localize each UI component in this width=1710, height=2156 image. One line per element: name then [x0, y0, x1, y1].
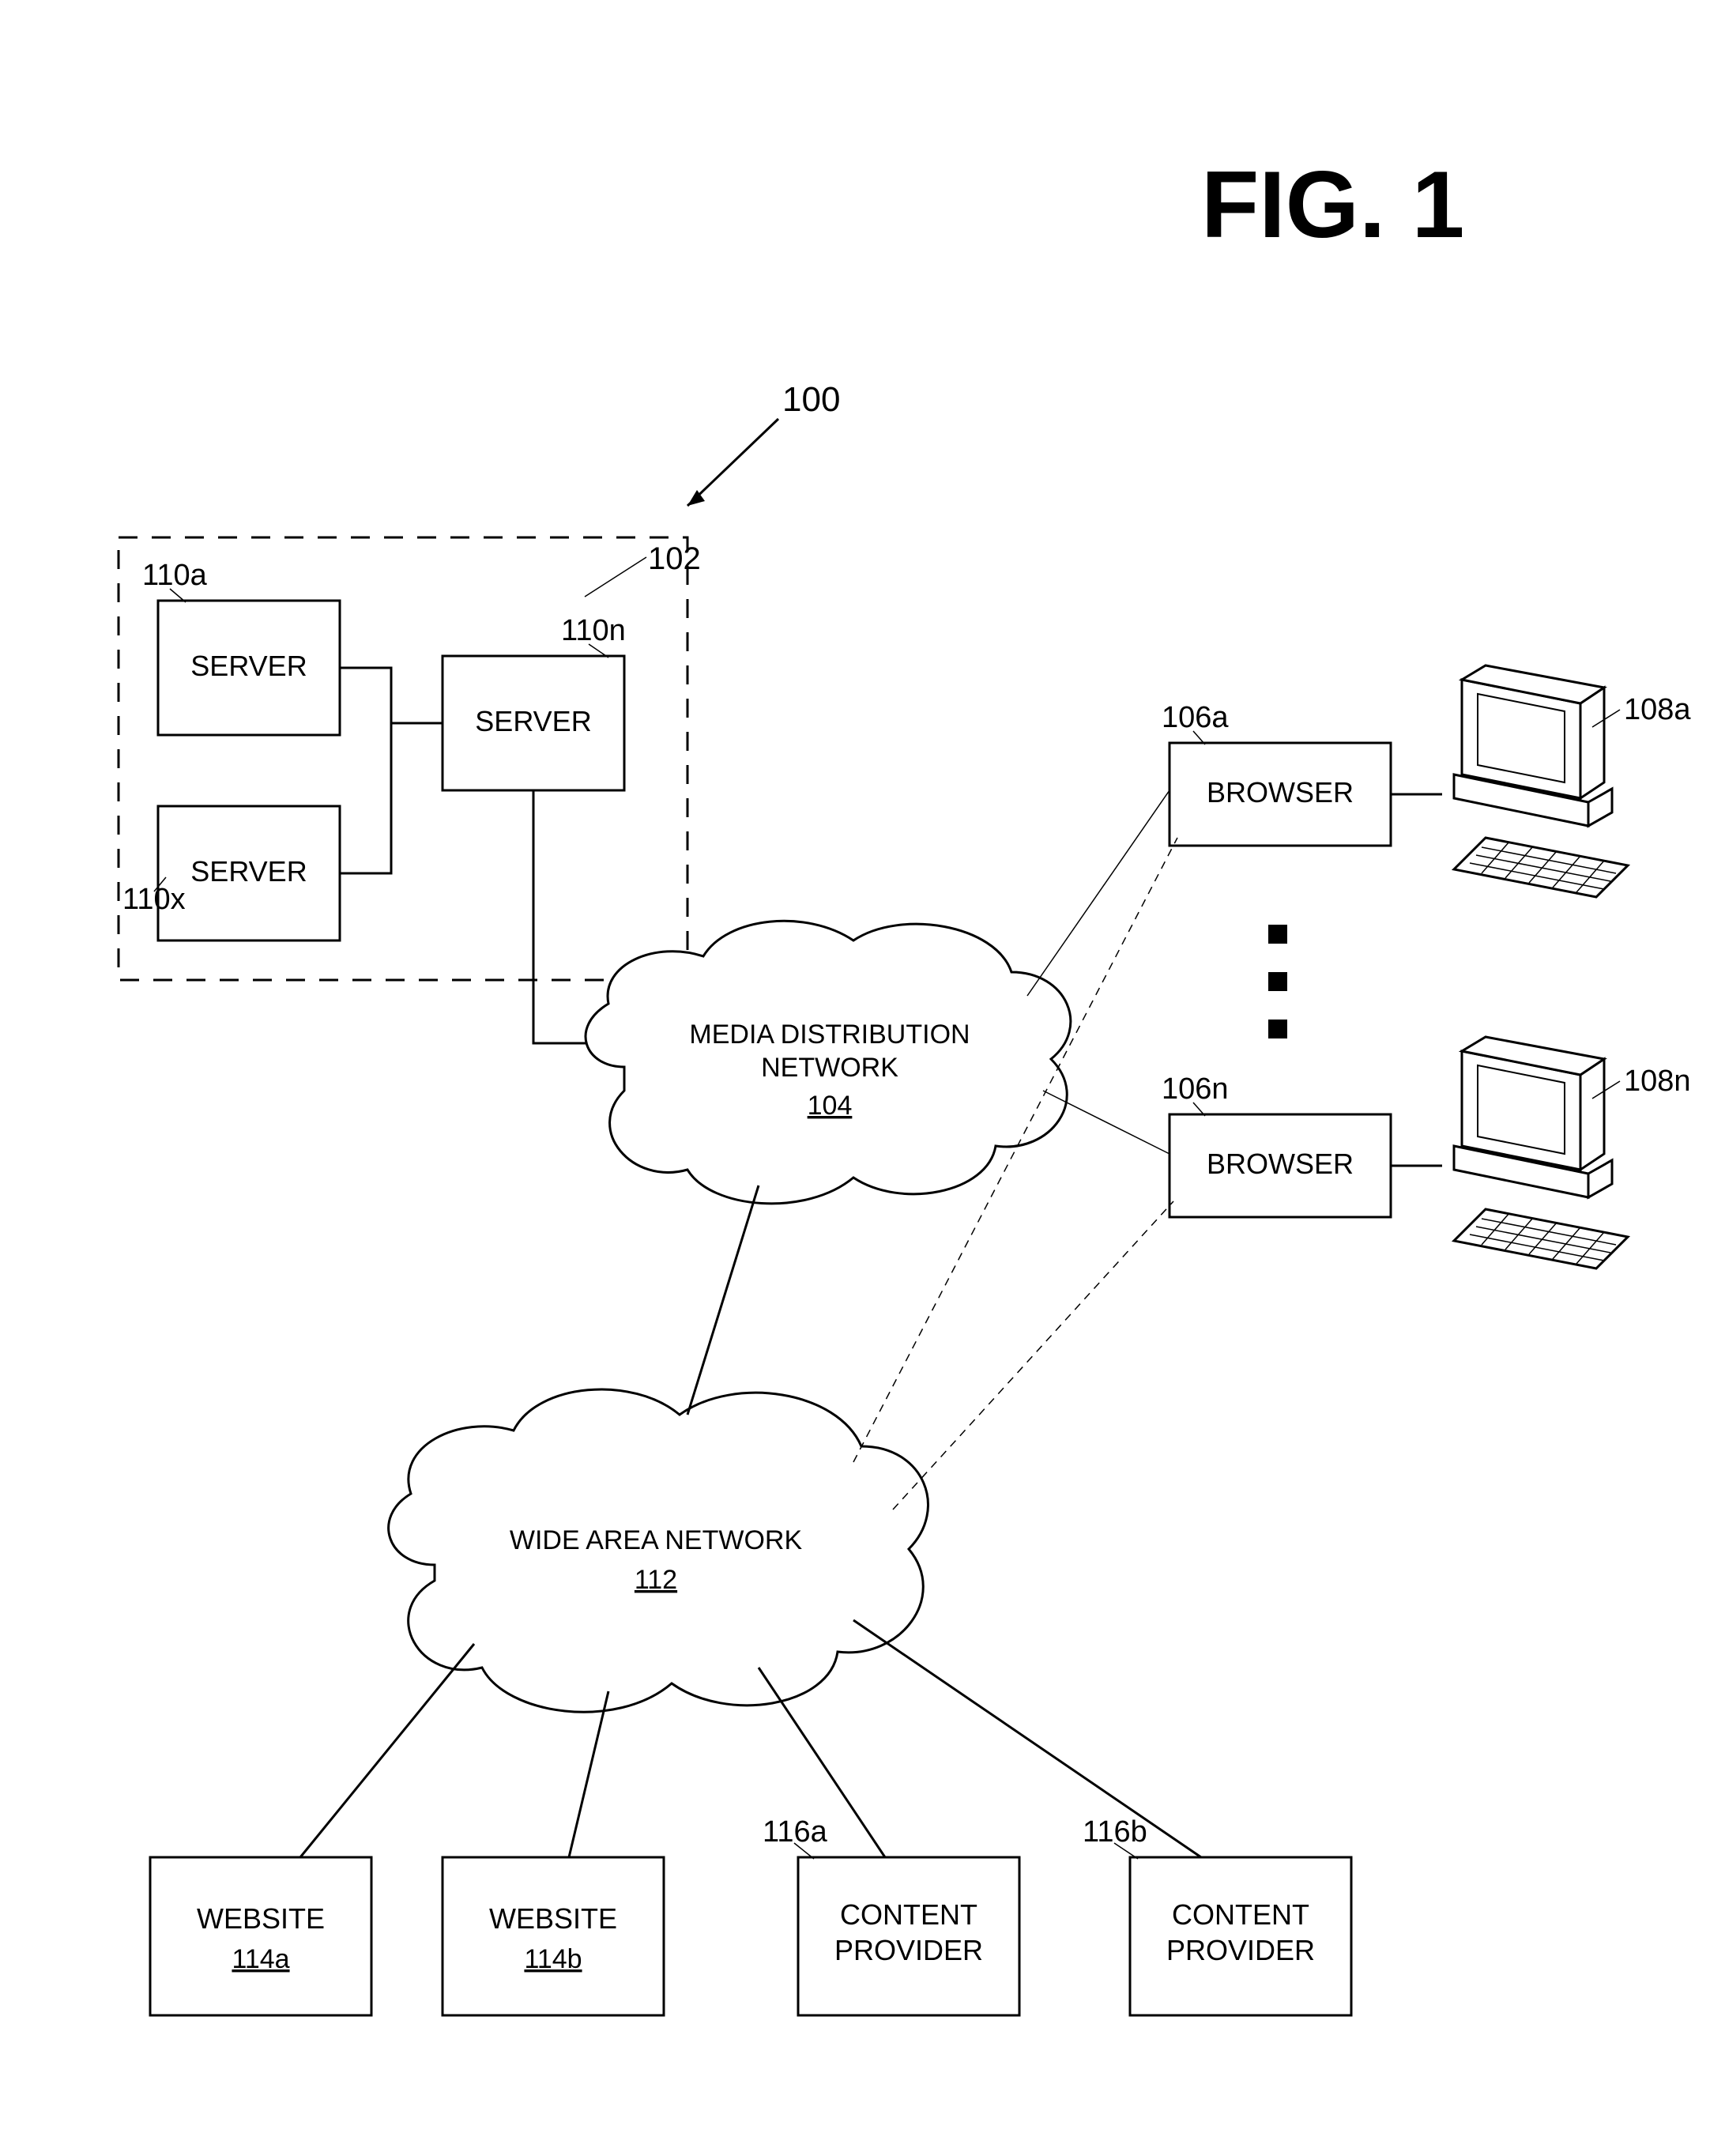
- edge-wan-browser1: [893, 1201, 1173, 1510]
- pc-icon-0: [1454, 665, 1628, 897]
- server-label-2: SERVER: [190, 855, 307, 888]
- server-ref-0: 110a: [142, 559, 208, 592]
- server-group-ref-leader: [585, 557, 646, 597]
- server-edge-a-n: [340, 668, 443, 723]
- cp-line2-1: PROVIDER: [1166, 1934, 1315, 1966]
- browser-label-1: BROWSER: [1207, 1148, 1354, 1180]
- system-ref: 100: [782, 380, 840, 419]
- website-box-1: [443, 1857, 664, 2015]
- edge-servers-to-media: [533, 790, 608, 1043]
- figure-svg: FIG. 1 100 102 SERVER 110a SERVER 110n S…: [0, 0, 1710, 2156]
- server-ref-1: 110n: [561, 614, 626, 647]
- edge-wan-website1: [569, 1691, 608, 1857]
- browser-ref-1: 106n: [1162, 1072, 1229, 1106]
- website-box-0: [150, 1857, 371, 2015]
- pc-icon-1: [1454, 1037, 1628, 1268]
- edge-media-browser1: [1043, 1091, 1170, 1154]
- edge-wan-cp1: [853, 1620, 1201, 1857]
- browser-ref-0: 106a: [1162, 701, 1229, 734]
- pc-ref-1: 108n: [1624, 1065, 1691, 1098]
- ellipsis-dot-1: [1268, 925, 1287, 944]
- media-cloud-line1: MEDIA DISTRIBUTION: [689, 1020, 970, 1050]
- cp-line1-0: CONTENT: [840, 1898, 977, 1931]
- pc-ref-0: 108a: [1624, 693, 1691, 726]
- website-label-1: WEBSITE: [489, 1902, 617, 1935]
- website-ref-1: 114b: [524, 1944, 582, 1974]
- website-label-0: WEBSITE: [197, 1902, 325, 1935]
- system-ref-arrow: [687, 419, 778, 506]
- ellipsis-dot-2: [1268, 972, 1287, 991]
- server-ref-2: 110x: [122, 883, 186, 916]
- media-cloud-line2: NETWORK: [761, 1053, 898, 1083]
- server-label-1: SERVER: [475, 705, 591, 737]
- edge-media-wan: [687, 1185, 759, 1415]
- browser-label-0: BROWSER: [1207, 776, 1354, 808]
- cp-line1-1: CONTENT: [1172, 1898, 1309, 1931]
- server-group-ref: 102: [648, 541, 701, 576]
- website-ref-0: 114a: [232, 1944, 289, 1974]
- ellipsis-dot-3: [1268, 1020, 1287, 1038]
- figure-title: FIG. 1: [1201, 152, 1464, 258]
- wan-cloud-ref: 112: [635, 1565, 677, 1595]
- server-label-0: SERVER: [190, 650, 307, 682]
- server-edge-x-n: [340, 723, 391, 873]
- edge-wan-website0: [300, 1644, 474, 1857]
- wan-cloud-line1: WIDE AREA NETWORK: [510, 1525, 803, 1555]
- cp-line2-0: PROVIDER: [834, 1934, 983, 1966]
- media-cloud-ref: 104: [808, 1091, 853, 1121]
